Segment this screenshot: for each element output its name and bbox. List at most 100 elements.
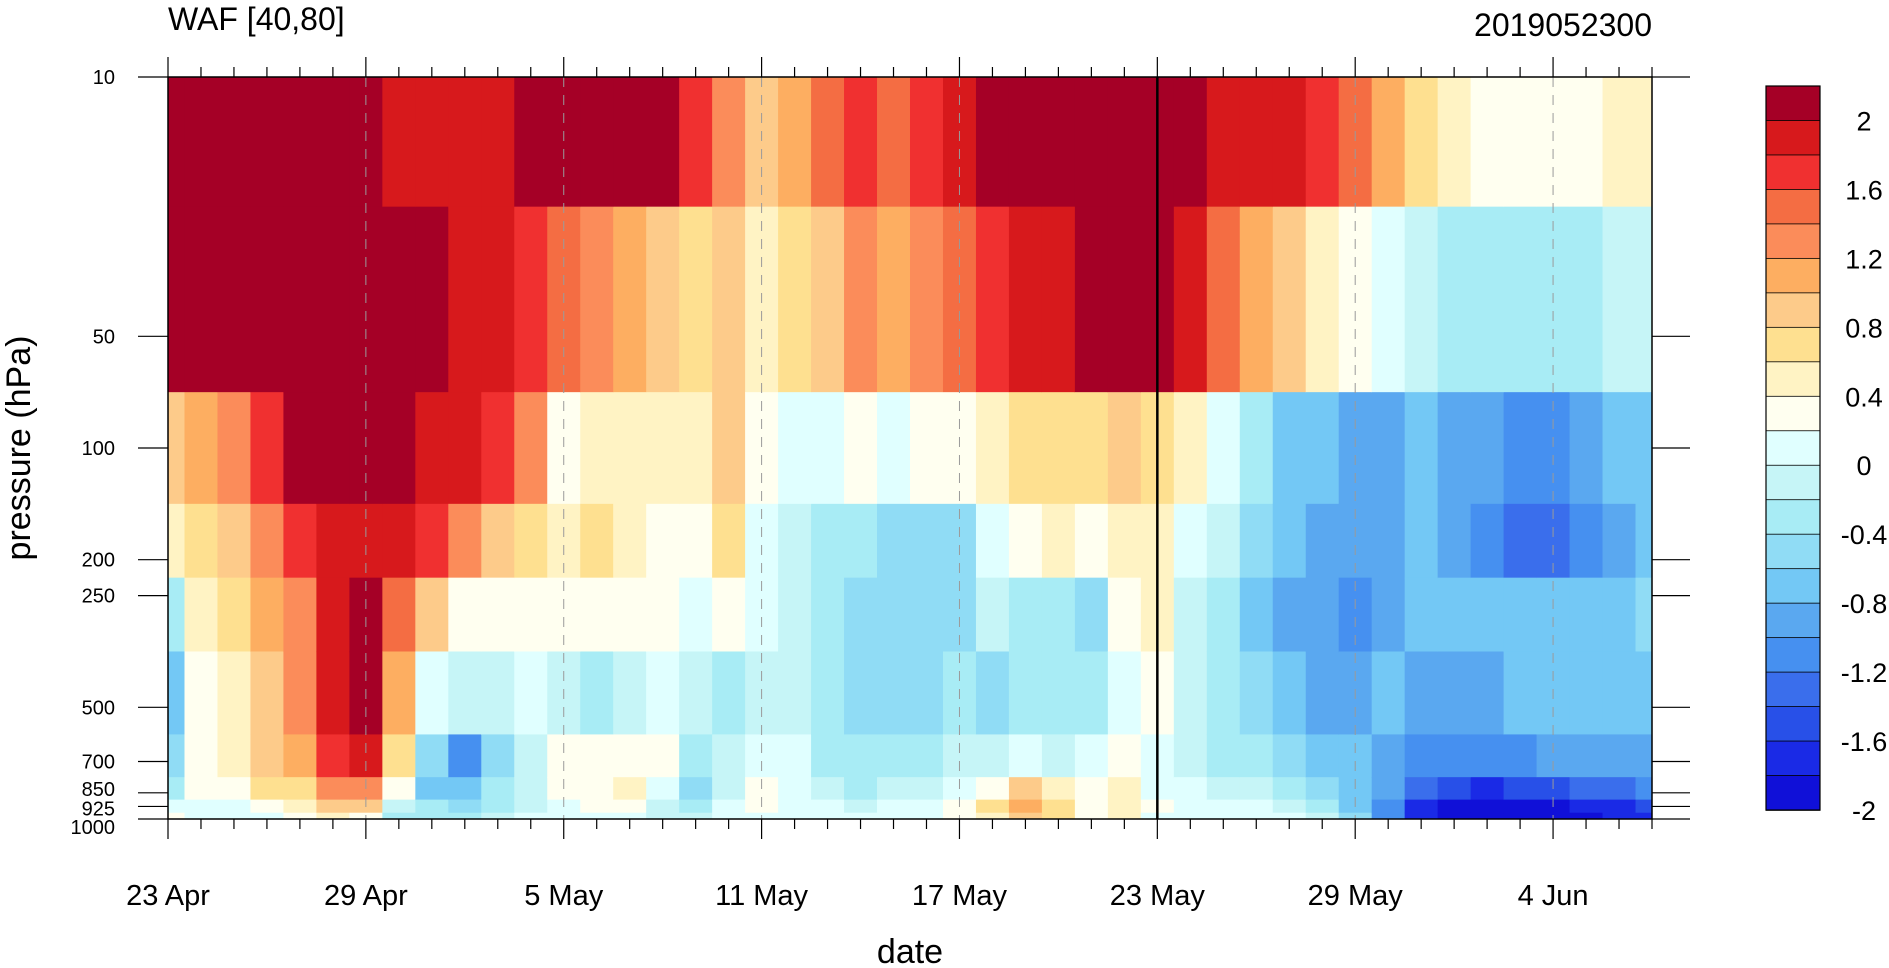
heatmap-cell — [811, 651, 845, 736]
heatmap-cell — [580, 503, 614, 579]
heatmap-cell — [250, 734, 285, 778]
heatmap-cell — [1107, 734, 1142, 778]
x-tick-label: 17 May — [912, 880, 1008, 912]
heatmap-cell — [1074, 206, 1109, 393]
heatmap-cell — [217, 812, 252, 819]
heatmap-cell — [1008, 503, 1043, 579]
colorbar-swatch — [1765, 568, 1821, 604]
heatmap-cell — [877, 206, 911, 393]
heatmap-cell — [217, 392, 252, 505]
heatmap-cell — [1635, 734, 1652, 778]
heatmap-cell — [316, 799, 350, 814]
heatmap-cell — [514, 734, 548, 778]
heatmap-cell — [481, 812, 515, 819]
heatmap-cell — [712, 503, 746, 579]
heatmap-cell — [580, 799, 614, 814]
heatmap-cell — [184, 777, 219, 801]
heatmap-cell — [1470, 799, 1505, 814]
heatmap-cell — [712, 392, 746, 505]
heatmap-cell — [910, 206, 944, 393]
heatmap-cell — [1635, 812, 1652, 819]
heatmap-cell — [613, 812, 647, 819]
heatmap-cell — [910, 734, 944, 778]
heatmap-cell — [514, 577, 548, 653]
heatmap-cell — [349, 734, 383, 778]
heatmap-cell — [1305, 799, 1340, 814]
heatmap-cell — [712, 77, 746, 208]
heatmap-cell — [1305, 777, 1340, 801]
heatmap-cell — [613, 799, 647, 814]
heatmap-cell — [168, 77, 186, 208]
heatmap-cell — [481, 651, 515, 736]
heatmap-cell — [283, 206, 317, 393]
heatmap-cell — [1371, 777, 1406, 801]
heatmap-cell — [778, 651, 812, 736]
heatmap-cell — [514, 206, 548, 393]
heatmap-cell — [1107, 777, 1142, 801]
heatmap-cell — [184, 799, 219, 814]
heatmap-cell — [1272, 777, 1307, 801]
heatmap-cell — [1272, 392, 1307, 505]
heatmap-cell — [415, 206, 449, 393]
heatmap-cell — [316, 734, 350, 778]
heatmap-cell — [168, 206, 186, 393]
x-tick-label: 23 May — [1110, 880, 1206, 912]
heatmap-cell — [910, 77, 944, 208]
heatmap-cell — [415, 812, 449, 819]
y-tick-label: 200 — [82, 550, 115, 572]
heatmap-cell — [712, 734, 746, 778]
heatmap-cell — [217, 799, 252, 814]
heatmap-cell — [811, 777, 845, 801]
heatmap-cell — [184, 206, 219, 393]
heatmap-cell — [712, 651, 746, 736]
heatmap-cell — [1041, 799, 1076, 814]
y-tick-label: 100 — [82, 438, 115, 460]
heatmap-cell — [250, 799, 285, 814]
heatmap-cell — [975, 812, 1010, 819]
heatmap-cell — [283, 77, 317, 208]
heatmap-cell — [844, 812, 878, 819]
heatmap-cell — [168, 777, 186, 801]
heatmap-cell — [415, 799, 449, 814]
heatmap-cell — [250, 812, 285, 819]
heatmap-cell — [514, 812, 548, 819]
heatmap-cell — [1569, 206, 1604, 393]
heatmap-cell — [184, 77, 219, 208]
heatmap-cell — [1239, 577, 1274, 653]
heatmap-cell — [844, 206, 878, 393]
heatmap-cell — [778, 577, 812, 653]
heatmap-cell — [1008, 77, 1043, 208]
colorbar-label: -1.6 — [1841, 727, 1888, 757]
heatmap-cell — [1305, 651, 1340, 736]
heatmap-cell — [1008, 777, 1043, 801]
heatmap-cell — [448, 206, 482, 393]
colorbar-swatch — [1765, 189, 1821, 225]
heatmap-cell — [1239, 777, 1274, 801]
colorbar-label: -0.4 — [1841, 520, 1888, 550]
x-tick-label: 4 Jun — [1518, 880, 1589, 912]
heatmap-cell — [1107, 799, 1142, 814]
heatmap-cell — [1173, 812, 1208, 819]
heatmap-cell — [646, 503, 680, 579]
colorbar-swatch — [1765, 395, 1821, 432]
heatmap-cell — [1239, 392, 1274, 505]
heatmap-cell — [877, 777, 911, 801]
heatmap-cell — [1206, 651, 1241, 736]
colorbar-swatch — [1765, 154, 1821, 191]
heatmap-cell — [877, 577, 911, 653]
heatmap-cell — [811, 799, 845, 814]
y-tick-label: 50 — [93, 326, 115, 348]
heatmap-cell — [283, 799, 317, 814]
heatmap-cell — [382, 812, 416, 819]
heatmap-cell — [514, 392, 548, 505]
colorbar-swatch — [1765, 671, 1821, 708]
heatmap-cell — [1470, 777, 1505, 801]
heatmap-cell — [1206, 77, 1241, 208]
heatmap-cell — [1074, 503, 1109, 579]
heatmap-cell — [1437, 777, 1472, 801]
heatmap-cell — [811, 206, 845, 393]
heatmap-cell — [1008, 577, 1043, 653]
heatmap-cell — [184, 503, 219, 579]
heatmap-cells — [168, 77, 1652, 819]
